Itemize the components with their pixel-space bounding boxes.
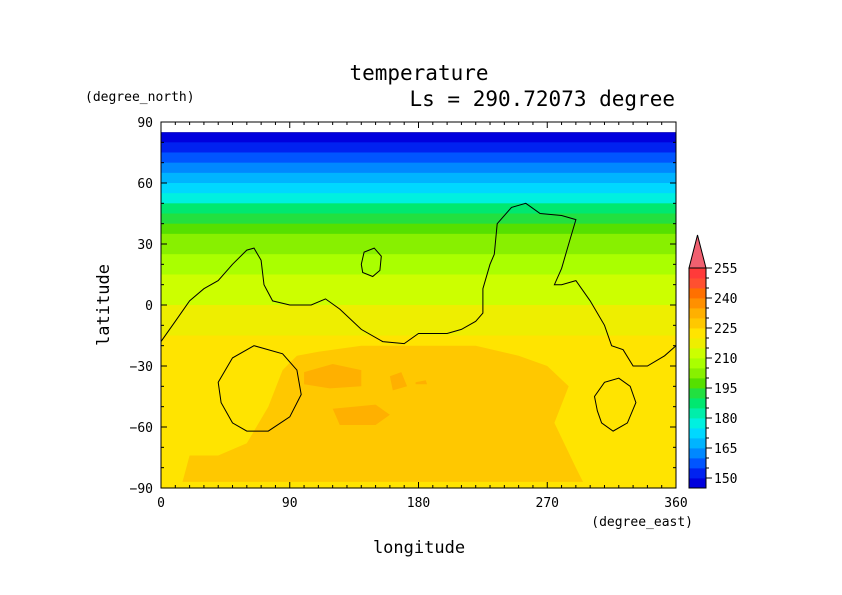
temperature-band: [161, 274, 676, 306]
colorbar-swatch: [689, 368, 706, 379]
colorbar-tick-label: 180: [714, 412, 737, 427]
colorbar-swatch: [689, 348, 706, 359]
colorbar-swatch: [689, 438, 706, 449]
colorbar-tick-label: 225: [714, 322, 737, 337]
topography-contour-hill: [360, 247, 382, 278]
x-tick-label: 180: [407, 496, 430, 511]
topography-contour-east-crater: [593, 377, 637, 432]
colorbar-swatch: [689, 378, 706, 389]
temperature-band: [161, 142, 676, 154]
x-tick-label: 90: [282, 496, 298, 511]
y-unit-label: (degree_north): [85, 90, 195, 105]
temperature-band: [161, 193, 676, 204]
colorbar-swatch: [689, 468, 706, 479]
colorbar-swatch: [689, 408, 706, 419]
x-tick-label: 0: [157, 496, 165, 511]
colorbar-swatch: [689, 308, 706, 319]
colorbar-swatch: [689, 278, 706, 289]
topography-contour-west-crater: [217, 345, 302, 432]
colorbar-tick-label: 150: [714, 472, 737, 487]
warm-cell-2: [389, 372, 408, 391]
temperature-band: [161, 305, 676, 326]
topography-contour-main: [160, 202, 677, 367]
temperature-band: [161, 183, 676, 194]
colorbar-swatch: [689, 418, 706, 429]
y-tick-label: 60: [137, 177, 153, 192]
colorbar-swatch: [689, 428, 706, 439]
colorbar-tick-label: 165: [714, 442, 737, 457]
colorbar-swatch: [689, 398, 706, 409]
y-tick-label: −30: [130, 360, 153, 375]
x-tick-label: 270: [536, 496, 559, 511]
topography-contours: [160, 202, 677, 432]
temperature-band: [161, 162, 676, 174]
colorbar-swatch: [689, 388, 706, 399]
colorbar-extend-arrow: [688, 234, 707, 269]
temperature-band: [161, 203, 676, 215]
colorbar-swatch: [689, 458, 706, 469]
y-axis-label: latitude: [94, 264, 114, 346]
colorbar-swatch: [689, 478, 706, 489]
colorbar-swatch: [689, 338, 706, 349]
temperature-band: [161, 244, 676, 255]
colorbar-tick-label: 195: [714, 382, 737, 397]
chart-subtitle: Ls = 290.72073 degree: [409, 87, 675, 111]
temperature-band: [161, 254, 676, 276]
colorbar-swatch: [689, 298, 706, 309]
chart-title: temperature: [349, 61, 488, 85]
x-unit-label: (degree_east): [591, 515, 693, 530]
y-tick-label: 30: [137, 238, 153, 253]
colorbar-swatch: [689, 358, 706, 369]
colorbar-tick-label: 240: [714, 292, 737, 307]
y-tick-label: 0: [145, 299, 153, 314]
warm-cell-1: [304, 364, 362, 389]
axis-ticks: 0 90 180 270 360 90 60 30 0 −30 −60 −90: [130, 116, 688, 511]
colorbar-swatch: [689, 328, 706, 339]
colorbar: 150 165 180 195 210 225 240 255: [688, 234, 737, 489]
y-tick-label: 90: [137, 116, 153, 131]
temperature-band: [161, 172, 676, 184]
temperature-band: [161, 132, 676, 143]
x-tick-label: 360: [664, 496, 687, 511]
temperature-band: [161, 223, 676, 235]
temperature-field: [161, 132, 676, 489]
colorbar-swatch: [689, 268, 706, 279]
temperature-band: [161, 325, 676, 337]
colorbar-swatch: [689, 448, 706, 459]
y-tick-label: −90: [130, 482, 153, 497]
x-axis-label: longitude: [373, 538, 465, 558]
y-tick-label: −60: [130, 421, 153, 436]
temperature-band: [161, 213, 676, 225]
colorbar-swatch: [689, 288, 706, 299]
colorbar-tick-label: 210: [714, 352, 737, 367]
colorbar-swatch: [689, 318, 706, 329]
warm-cell-3: [332, 404, 390, 425]
warm-cell-4: [415, 380, 428, 385]
temperature-band: [161, 233, 676, 245]
temperature-band: [161, 152, 676, 164]
colorbar-tick-label: 255: [714, 262, 737, 277]
